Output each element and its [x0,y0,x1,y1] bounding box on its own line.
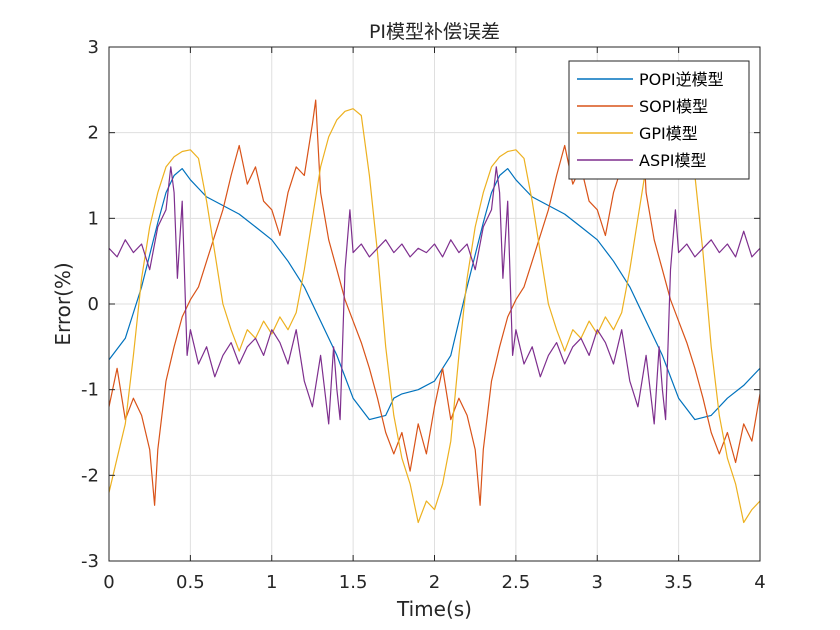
y-tick-label: 1 [88,208,99,229]
series-line-1 [109,168,760,421]
x-tick-label: 3.5 [664,572,693,593]
y-tick-label: -1 [81,380,99,401]
series-line-4 [109,166,760,425]
legend-label-4: ASPI模型 [639,151,706,170]
y-tick-label: 3 [88,37,99,58]
x-tick-label: 0 [103,572,114,593]
x-tick-label: 0.5 [176,572,205,593]
x-tick-label: 2.5 [502,572,531,593]
y-tick-label: -3 [81,551,99,572]
x-tick-label: 3 [592,572,603,593]
chart-title: PI模型补偿误差 [369,21,500,43]
series-line-2 [109,99,760,506]
x-axis-label: Time(s) [396,597,472,621]
y-tick-label: 2 [88,123,99,144]
y-tick-label: -2 [81,465,99,486]
x-tick-label: 1 [266,572,277,593]
y-tick-label: 0 [88,294,99,315]
legend-label-3: GPI模型 [639,124,698,143]
x-tick-label: 4 [754,572,765,593]
y-axis-label: Error(%) [51,262,75,345]
x-tick-label: 1.5 [339,572,368,593]
legend: POPI逆模型 SOPI模型 GPI模型 ASPI模型 [568,60,750,180]
legend-label-2: SOPI模型 [639,97,708,116]
x-tick-label: 2 [429,572,440,593]
legend-label-1: POPI逆模型 [639,70,724,89]
ticks: 0 0.5 1 1.5 2 2.5 3 3.5 4 -3 -2 -1 0 1 2 3 [81,37,766,593]
